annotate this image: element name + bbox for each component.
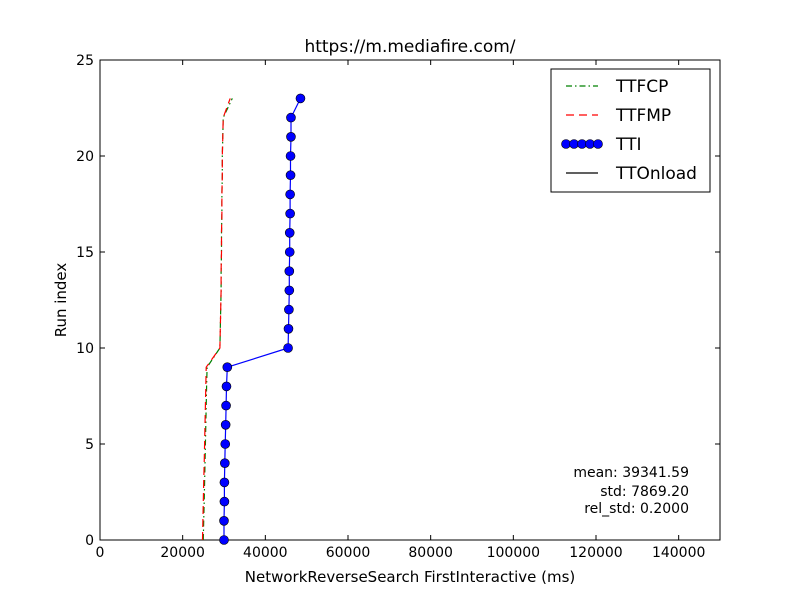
x-tick-label: 120000 bbox=[569, 545, 622, 561]
data-point-tti bbox=[220, 458, 230, 469]
data-point-tti bbox=[286, 112, 296, 123]
data-point-tti bbox=[283, 343, 293, 353]
x-tick-label: 0 bbox=[96, 545, 105, 561]
data-point-tti bbox=[285, 170, 296, 180]
y-tick-label: 25 bbox=[76, 53, 94, 69]
data-point-tti bbox=[284, 304, 294, 315]
x-tick-label: 140000 bbox=[652, 545, 705, 561]
x-tick-label: 100000 bbox=[487, 545, 540, 561]
x-axis-label: NetworkReverseSearch FirstInteractive (m… bbox=[245, 568, 576, 586]
legend-marker-tti bbox=[577, 139, 587, 149]
legend-marker-tti bbox=[585, 139, 595, 149]
data-point-tti bbox=[220, 439, 231, 449]
data-point-tti bbox=[285, 189, 295, 200]
data-point-tti bbox=[221, 400, 231, 411]
legend-label-tti: TTI bbox=[615, 135, 641, 155]
data-point-tti bbox=[222, 362, 233, 373]
x-tick-label: 40000 bbox=[243, 545, 288, 561]
stat-mean: mean: 39341.59 bbox=[573, 465, 689, 481]
data-point-tti bbox=[219, 515, 229, 526]
chart-title: https://m.mediafire.com/ bbox=[304, 37, 515, 57]
y-tick-label: 15 bbox=[76, 245, 94, 261]
data-point-tti bbox=[219, 535, 229, 545]
y-tick-label: 20 bbox=[76, 149, 94, 165]
data-point-tti bbox=[284, 266, 295, 277]
x-axis: 0 20000 40000 60000 80000 100000 120000 140000 bbox=[96, 60, 705, 561]
legend-label-ttfmp: TTFMP bbox=[615, 106, 671, 126]
x-tick-label: 60000 bbox=[326, 545, 371, 561]
series-layer bbox=[201, 93, 306, 545]
data-point-tti bbox=[283, 323, 294, 334]
legend: TTFCP TTFMP TTI TTOnload bbox=[550, 68, 711, 193]
legend-marker-tti bbox=[561, 139, 571, 149]
y-tick-label: 10 bbox=[76, 341, 94, 357]
y-tick-label: 5 bbox=[85, 437, 94, 453]
stats-annotation: mean: 39341.59 std: 7869.20 rel_std: 0.2… bbox=[573, 465, 689, 517]
data-point-tti bbox=[219, 496, 230, 507]
legend-label-ttonload: TTOnload bbox=[615, 164, 697, 184]
data-point-tti bbox=[219, 477, 230, 488]
data-point-tti bbox=[285, 151, 296, 161]
data-point-tti bbox=[221, 381, 232, 392]
x-tick-label: 80000 bbox=[408, 545, 453, 561]
x-tick-label: 20000 bbox=[160, 545, 205, 561]
y-tick-label: 0 bbox=[85, 533, 94, 549]
data-point-tti bbox=[295, 93, 306, 104]
data-point-tti bbox=[220, 419, 231, 430]
legend-box bbox=[550, 68, 711, 193]
legend-label-ttfcp: TTFCP bbox=[615, 77, 668, 97]
y-axis: 0 5 10 15 20 25 bbox=[76, 53, 720, 549]
data-point-tti bbox=[285, 208, 295, 219]
legend-marker-tti bbox=[593, 139, 603, 149]
data-point-tti bbox=[284, 228, 295, 238]
data-point-tti bbox=[284, 285, 295, 296]
legend-marker-tti bbox=[569, 139, 579, 149]
data-point-tti bbox=[284, 247, 295, 257]
data-point-tti bbox=[286, 132, 296, 142]
series-line-ttfmp bbox=[201, 98, 231, 541]
stat-rel-std: rel_std: 0.2000 bbox=[584, 501, 689, 517]
y-axis-label: Run index bbox=[52, 263, 70, 338]
stat-std: std: 7869.20 bbox=[600, 484, 689, 500]
